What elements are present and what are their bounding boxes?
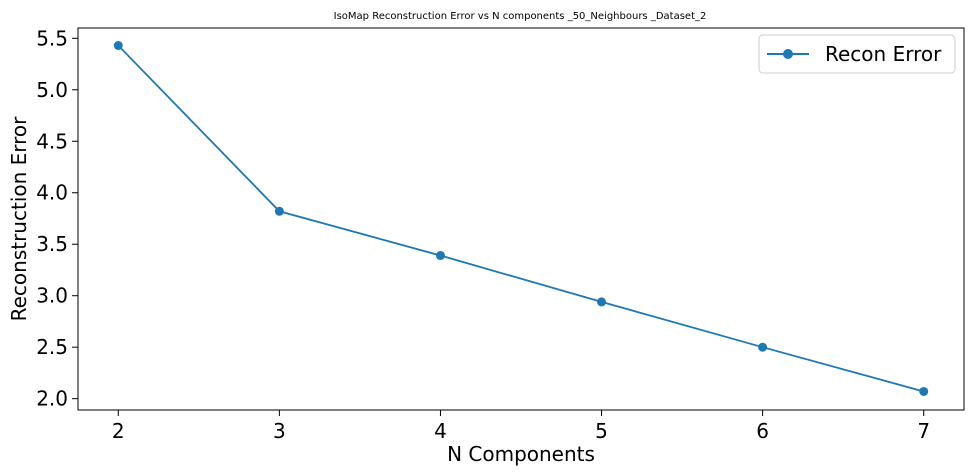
series-line [117, 44, 924, 393]
plot-area [77, 27, 965, 411]
x-tick-label: 2 [112, 419, 125, 443]
x-axis: 2 3 4 5 6 7 [112, 410, 930, 443]
y-tick-label: 5.0 [36, 78, 68, 102]
y-tick-label: 4.0 [36, 181, 68, 205]
legend-label: Recon Error [825, 42, 942, 66]
y-tick-label: 3.5 [36, 232, 68, 256]
data-point [435, 251, 445, 261]
legend-box [758, 34, 956, 74]
data-point [919, 386, 929, 396]
y-tick-label: 5.5 [36, 26, 68, 50]
legend: Recon Error [758, 34, 956, 74]
data-point [274, 206, 284, 216]
y-tick-label: 4.5 [36, 129, 68, 153]
x-tick-label: 5 [595, 419, 608, 443]
y-axis-label: Reconstruction Error [7, 116, 31, 322]
y-tick-label: 3.0 [36, 284, 68, 308]
x-tick-label: 6 [756, 419, 769, 443]
x-tick-label: 3 [273, 419, 286, 443]
y-tick-label: 2.0 [36, 387, 68, 411]
chart-title: IsoMap Reconstruction Error vs N compone… [334, 11, 707, 22]
data-point [597, 297, 607, 307]
y-tick-label: 2.5 [36, 335, 68, 359]
x-tick-label: 4 [434, 419, 447, 443]
data-point [758, 342, 768, 352]
x-tick-label: 7 [917, 419, 930, 443]
y-axis: 2.0 2.5 3.0 3.5 4.0 4.5 5.0 5.5 [36, 26, 78, 411]
series-group [113, 41, 929, 396]
x-axis-label: N Components [447, 442, 595, 466]
data-point [113, 41, 123, 51]
legend-marker-swatch [783, 49, 793, 59]
